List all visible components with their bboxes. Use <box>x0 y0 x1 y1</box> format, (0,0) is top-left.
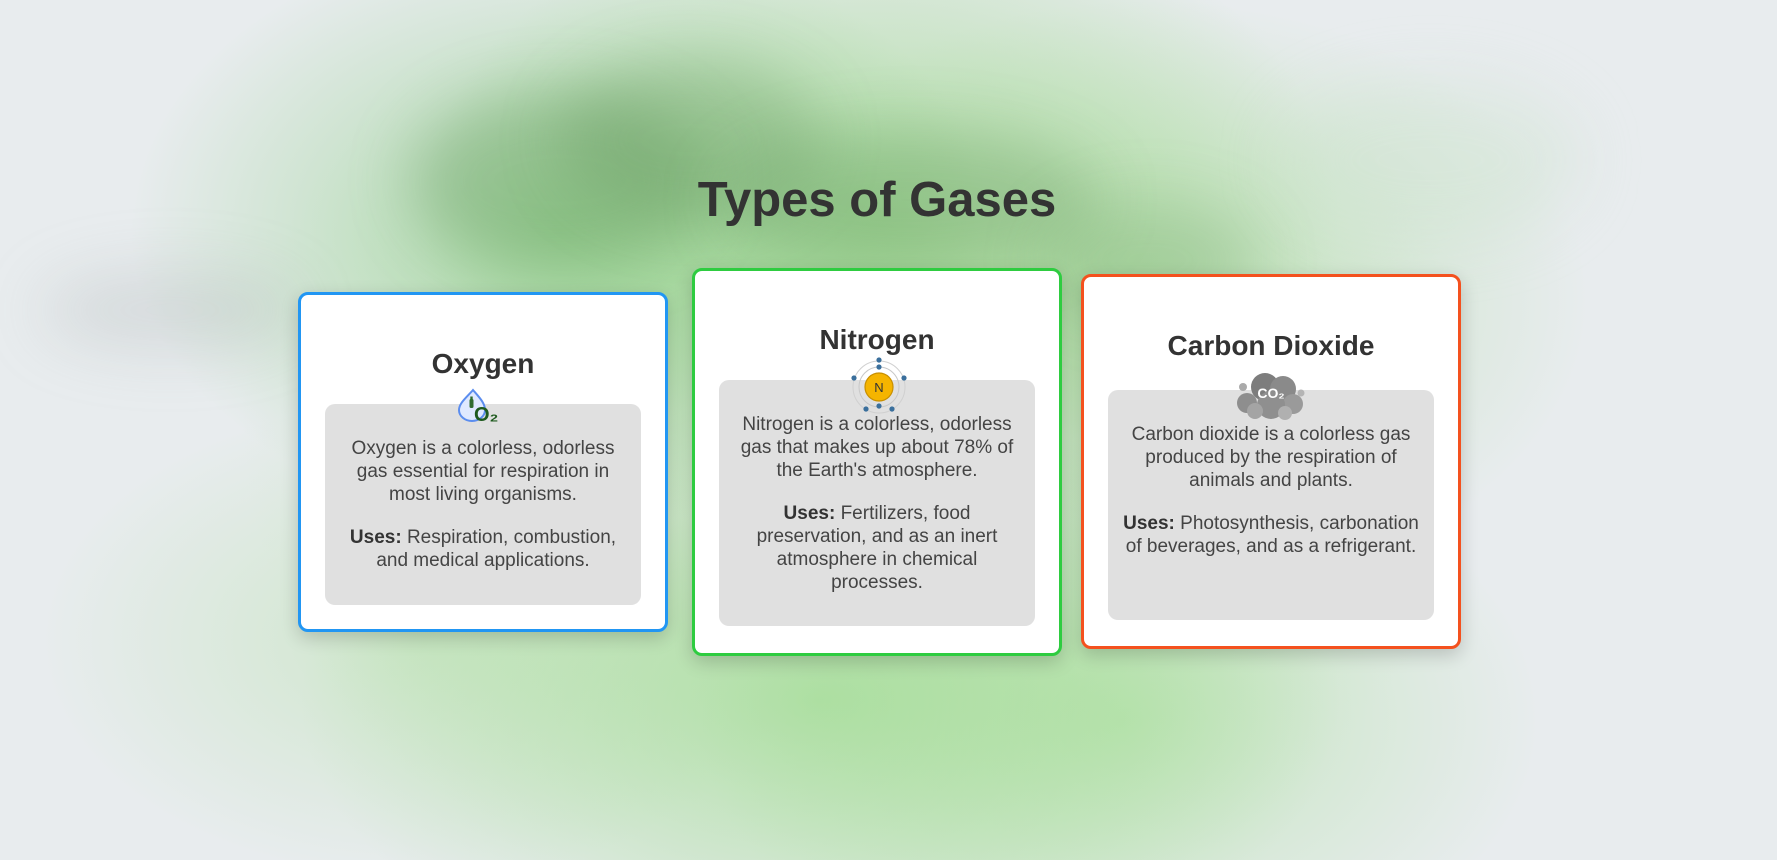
smoke-wisp <box>1280 80 1580 240</box>
gas-card-carbon-dioxide: Carbon Dioxide CO₂ Carbon dioxide is a c… <box>1081 274 1461 649</box>
gas-card-oxygen: Oxygen O₂ Oxygen is a colorless, odorles… <box>298 292 668 632</box>
uses-label: Uses: <box>349 527 402 548</box>
gas-card-nitrogen: Nitrogen N Nitrogen is a colorless, odor… <box>692 268 1062 656</box>
smoke-wisp <box>560 60 820 220</box>
page-title: Types of Gases <box>697 173 1057 227</box>
o2-droplet-icon: O₂ <box>457 388 498 424</box>
uses-text: Fertilizers, food preservation, and as a… <box>756 503 998 593</box>
co2-cloud-icon: CO₂ <box>1237 373 1305 420</box>
card-content-box: Nitrogen is a colorless, odorless gas th… <box>719 380 1035 626</box>
card-content-box: Carbon dioxide is a colorless gas produc… <box>1108 390 1434 620</box>
card-uses: Uses: Respiration, combustion, and medic… <box>337 526 629 572</box>
card-description: Nitrogen is a colorless, odorless gas th… <box>740 414 1014 481</box>
uses-label: Uses: <box>783 503 836 524</box>
svg-text:O₂: O₂ <box>474 404 498 424</box>
card-uses: Uses: Fertilizers, food preservation, an… <box>731 502 1023 594</box>
card-description: Oxygen is a colorless, odorless gas esse… <box>351 438 615 505</box>
card-title: Oxygen <box>431 348 535 379</box>
card-title: Nitrogen <box>819 324 935 355</box>
smoke-wisp <box>720 130 1100 270</box>
card-content-box: Oxygen is a colorless, odorless gas esse… <box>325 404 641 605</box>
card-title: Carbon Dioxide <box>1167 330 1375 361</box>
uses-text: Respiration, combustion, and medical app… <box>376 527 617 571</box>
svg-text:CO₂: CO₂ <box>1257 385 1284 401</box>
card-uses: Uses: Photosynthesis, carbonation of bev… <box>1120 512 1422 558</box>
card-description: Carbon dioxide is a colorless gas produc… <box>1131 424 1411 491</box>
svg-text:N: N <box>874 380 883 395</box>
uses-text: Photosynthesis, carbonation of beverages… <box>1125 513 1419 557</box>
nitrogen-atom-icon: N <box>851 357 907 414</box>
uses-label: Uses: <box>1123 513 1175 534</box>
smoke-wisp <box>410 90 710 270</box>
smoke-wisp <box>40 270 300 350</box>
